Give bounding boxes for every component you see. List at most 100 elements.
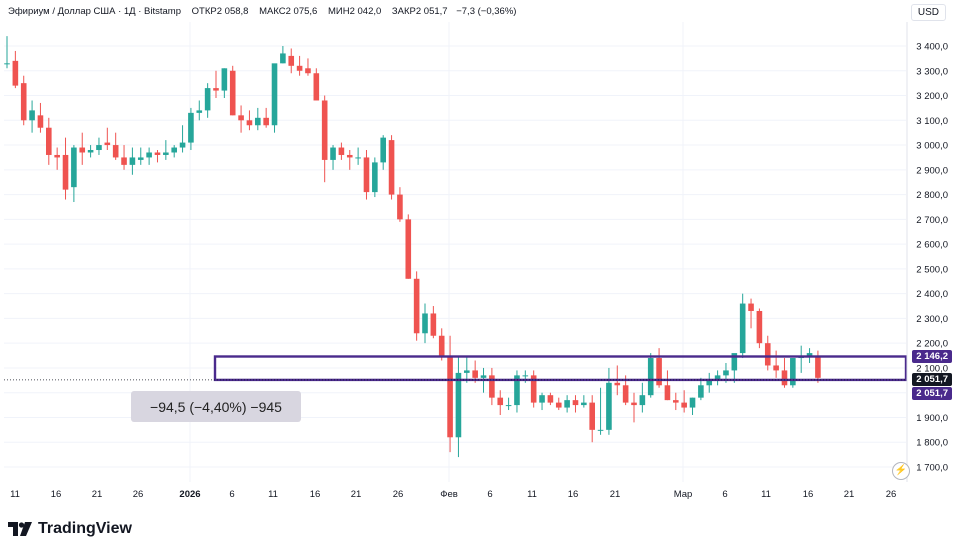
price-tick-label: 1 800,0 — [916, 438, 948, 449]
time-tick-label: 21 — [610, 489, 621, 500]
candle-body — [547, 395, 554, 403]
time-tick-label: 16 — [803, 489, 814, 500]
price-tag-lower: 2 051,7 — [912, 386, 952, 400]
price-tick-label: 2 600,0 — [916, 240, 948, 251]
time-tick-label: 11 — [527, 489, 537, 500]
candle-body — [614, 382, 621, 386]
logo-text: TradingView — [38, 520, 132, 537]
candle-body — [229, 70, 236, 116]
candle-body — [597, 429, 604, 431]
candle-body — [564, 400, 570, 408]
candle-body — [271, 63, 278, 126]
candle-body — [154, 152, 161, 155]
price-tick-label: 1 900,0 — [916, 413, 948, 424]
low-label: МИН — [327, 6, 350, 17]
time-tick-label: 6 — [229, 489, 234, 500]
candle-body — [188, 112, 194, 143]
candle-body — [673, 400, 679, 403]
time-tick-label: 6 — [487, 489, 492, 500]
candle-body — [698, 385, 704, 398]
candle-body — [296, 65, 303, 71]
candle-body — [313, 73, 320, 101]
time-tick-label: 2026 — [179, 489, 200, 500]
candle-body — [589, 402, 595, 430]
lightning-icon[interactable]: ⚡ — [892, 462, 910, 480]
candle-body — [622, 385, 629, 403]
time-tick-label: 21 — [844, 489, 855, 500]
time-tick-label: 11 — [10, 489, 20, 500]
high-value: 2 075,6 — [285, 6, 318, 17]
candle-body — [146, 152, 152, 158]
candle-body — [714, 375, 721, 381]
measure-tooltip: −94,5 (−4,40%) −945 — [131, 391, 301, 422]
price-tick-label: 3 200,0 — [916, 91, 948, 102]
candle-body — [647, 358, 654, 396]
candle-body — [338, 147, 345, 155]
price-tag-last: 2 051,7 — [912, 373, 952, 387]
candle-body — [372, 162, 378, 193]
candle-body — [631, 402, 637, 406]
candle-body — [664, 385, 671, 401]
candle-body — [756, 310, 763, 344]
time-tick-label: 11 — [268, 489, 278, 500]
candle-body — [539, 395, 545, 403]
price-tick-label: 2 500,0 — [916, 264, 948, 275]
price-tick-label: 2 400,0 — [916, 289, 948, 300]
candle-body — [781, 370, 788, 386]
time-tick-label: 26 — [393, 489, 404, 500]
candle-body — [37, 115, 44, 128]
candle-body — [489, 375, 495, 398]
tradingview-logo[interactable]: TradingView — [8, 518, 132, 540]
candle-body — [413, 278, 420, 334]
chart-grid — [4, 22, 906, 482]
candle-body — [405, 219, 412, 279]
candle-body — [96, 145, 102, 151]
low-value: 2 042,0 — [349, 6, 382, 17]
price-tick-label: 3 400,0 — [916, 42, 948, 53]
time-tick-label: 16 — [310, 489, 321, 500]
currency-selector[interactable]: USD — [910, 4, 946, 21]
candle-body — [12, 60, 19, 86]
candle-body — [739, 303, 746, 354]
candle-body — [71, 147, 77, 188]
candle-body — [104, 142, 111, 146]
candle-body — [555, 402, 562, 408]
candle-body — [522, 375, 529, 377]
price-axis: 1 700,01 800,01 900,02 000,02 100,02 200… — [906, 22, 948, 482]
candle-body — [397, 194, 403, 220]
chart-legend: Эфириум / Доллар США · 1Д · Bitstamp ОТК… — [8, 6, 516, 17]
time-tick-label: 26 — [133, 489, 144, 500]
candle-body — [204, 88, 211, 111]
candle-body — [723, 370, 729, 376]
candle-body — [62, 154, 69, 190]
time-tick-label: 21 — [351, 489, 362, 500]
time-tick-label: 16 — [568, 489, 579, 500]
close-label: ЗАКР — [391, 6, 416, 17]
candle-body — [129, 157, 136, 165]
candle-body — [20, 83, 27, 121]
candle-body — [815, 355, 821, 378]
tradingview-logo-icon — [8, 522, 32, 536]
time-tick-label: 6 — [722, 489, 727, 500]
open-value: 2 058,8 — [216, 6, 249, 17]
price-tick-label: 2 100,0 — [916, 363, 948, 374]
candle-body — [29, 110, 35, 121]
time-tick-label: 21 — [92, 489, 103, 500]
candle-body — [280, 53, 286, 64]
candle-body — [773, 365, 779, 371]
time-axis: 11 16 21 26 2026 6 11 16 21 26 Фев 6 11 16 21 Мар 6 11 16 2… — [10, 489, 896, 500]
candle-body — [112, 145, 119, 158]
candle-body — [447, 355, 453, 438]
candle-body — [179, 142, 186, 148]
candle-body — [54, 154, 60, 158]
candles — [4, 36, 821, 458]
candle-body — [246, 120, 253, 126]
time-tick-label: 26 — [886, 489, 897, 500]
price-tick-label: 2 300,0 — [916, 314, 948, 325]
candle-body — [363, 157, 370, 193]
symbol-title[interactable]: Эфириум / Доллар США · 1Д · Bitstamp — [8, 6, 182, 17]
candle-body — [748, 303, 754, 311]
candle-body — [731, 353, 738, 371]
candle-body — [438, 335, 445, 356]
